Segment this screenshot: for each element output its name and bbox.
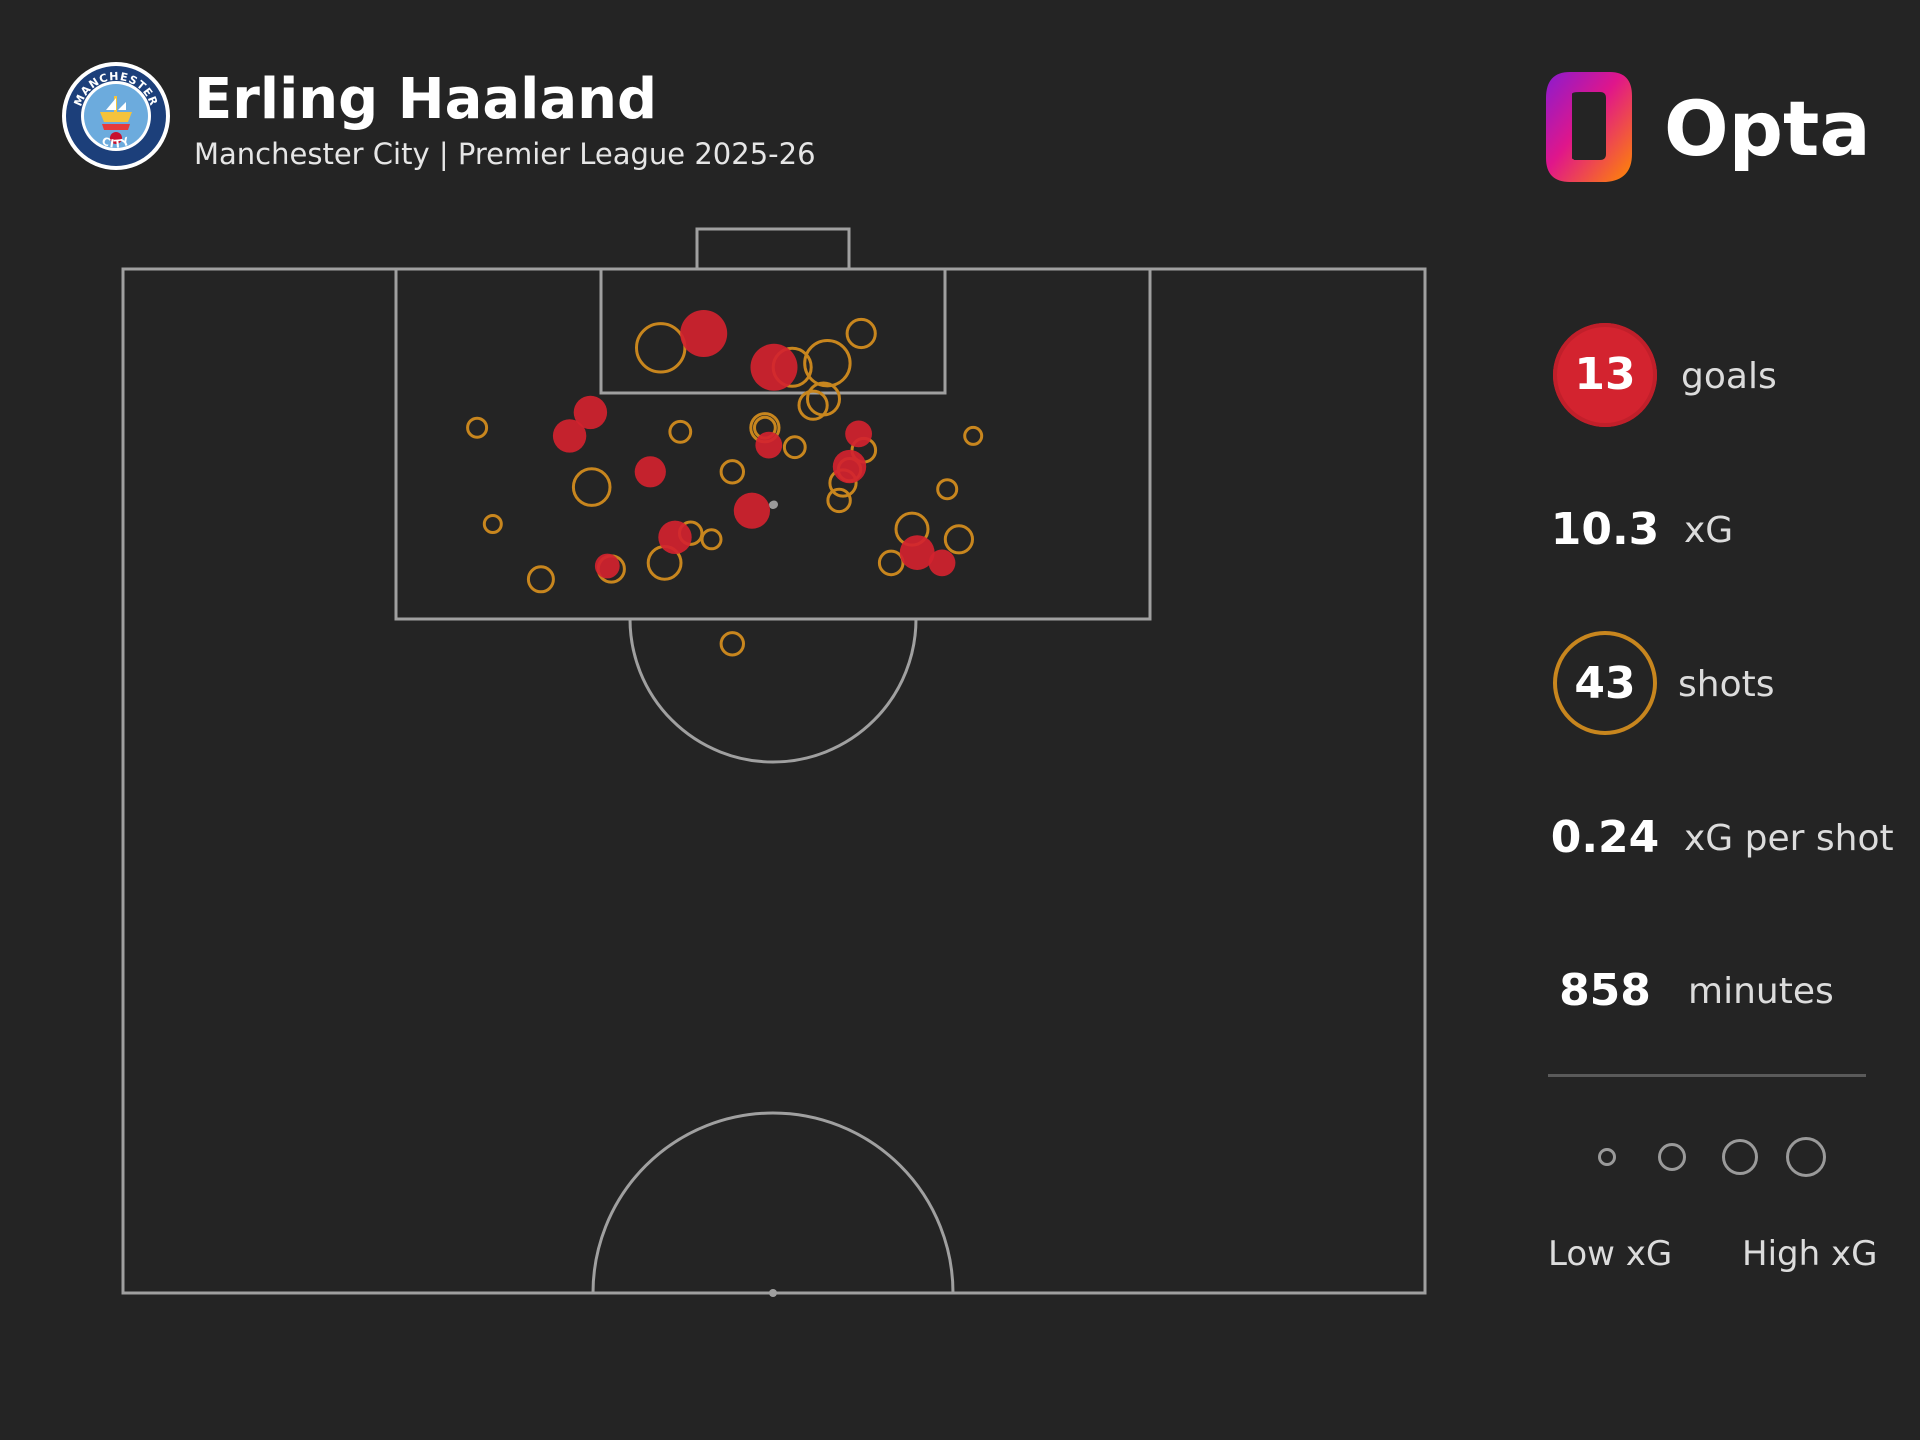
goal (695, 227, 851, 271)
shot-point (719, 459, 745, 485)
goal-point (594, 553, 620, 579)
blocked-shot-point (770, 500, 778, 509)
goal-point (634, 456, 666, 488)
goals-ring (1553, 323, 1657, 427)
shot-point (963, 425, 984, 446)
goal-point (928, 549, 956, 577)
shots-label: shots (1678, 664, 1775, 705)
legend-size-4 (1786, 1137, 1826, 1177)
legend-size-3 (1722, 1139, 1758, 1175)
goals-value: 13 (1574, 349, 1636, 400)
legend-size-2 (1658, 1143, 1686, 1171)
xg-per-shot-label: xG per shot (1684, 818, 1894, 859)
goal-point (755, 431, 783, 459)
player-name: Erling Haaland (194, 67, 658, 132)
shot-point (797, 389, 829, 421)
crest-text-bottom: CITY (100, 134, 132, 151)
shot-points (466, 310, 984, 657)
shot-point (782, 435, 807, 460)
goal-point (899, 535, 935, 570)
shot-point (668, 419, 693, 444)
svg-text:CITY: CITY (100, 134, 133, 151)
shot-point (700, 528, 723, 551)
subtitle: Manchester City | Premier League 2025-26 (194, 137, 816, 171)
xg-per-shot-value: 0.24 (1550, 812, 1660, 863)
shot-point (803, 339, 852, 388)
six-yard-box (599, 267, 947, 395)
centre-spot (769, 1289, 777, 1297)
opta-wordmark: Opta (1664, 84, 1871, 173)
goals-label: goals (1681, 356, 1777, 397)
shot-point (936, 478, 959, 501)
goal-point (552, 419, 587, 453)
minutes-value: 858 (1559, 965, 1651, 1016)
header: MANCHESTER CITY Erling Haaland Mancheste… (60, 60, 960, 180)
shot-point (943, 524, 975, 555)
shot-point (571, 467, 612, 507)
goal-point (832, 449, 867, 484)
penalty-arc (628, 618, 918, 764)
legend-high-label: High xG (1742, 1234, 1878, 1274)
shot-point (826, 487, 852, 514)
goal-point (845, 420, 872, 448)
shot-point (877, 549, 905, 577)
minutes-label: minutes (1688, 971, 1834, 1012)
goal-point (573, 395, 608, 430)
centre-circle (591, 1111, 955, 1294)
shot-map-pitch (121, 227, 1427, 1297)
shots-ring (1553, 631, 1657, 735)
shot-point (526, 565, 555, 594)
shot-point (482, 514, 503, 534)
stats-divider (1548, 1074, 1866, 1077)
xg-label: xG (1684, 510, 1734, 551)
goal-point (658, 520, 692, 554)
opta-logo-icon (1546, 72, 1632, 182)
goal-point (750, 343, 798, 391)
xg-value: 10.3 (1550, 504, 1660, 555)
shot-point (466, 416, 489, 439)
goal-point (680, 310, 728, 357)
shot-point (635, 322, 687, 374)
opta-brand: Opta (1540, 68, 1871, 193)
legend-low-label: Low xG (1548, 1234, 1673, 1274)
goal-point (733, 492, 771, 529)
shot-point (719, 631, 745, 657)
manchester-city-crest-icon: MANCHESTER CITY (62, 62, 170, 170)
shot-point (806, 381, 841, 417)
shots-value: 43 (1574, 658, 1636, 709)
shot-point (845, 317, 877, 350)
legend-size-1 (1598, 1148, 1616, 1166)
